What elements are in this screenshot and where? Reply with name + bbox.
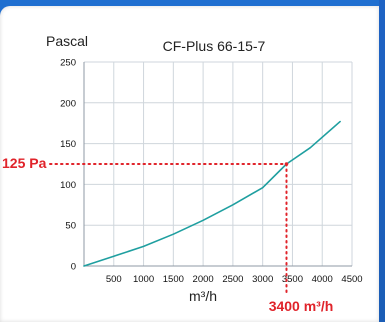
x-tick-label: 3500 <box>282 274 303 285</box>
y-tick-label: 250 <box>60 58 76 69</box>
operating-point-marker <box>284 162 289 166</box>
y-tick-label: 100 <box>60 180 76 191</box>
y-marker-label: 125 Pa <box>2 155 47 171</box>
grid-lines <box>84 61 353 267</box>
series-layer <box>83 120 341 267</box>
fan-curve-line <box>83 120 341 267</box>
x-tick-label: 4000 <box>312 274 333 285</box>
y-tick-label: 150 <box>60 139 76 150</box>
chart-title: CF-Plus 66-15-7 <box>163 38 266 54</box>
x-tick-label: 1500 <box>163 274 184 285</box>
x-tick-label: 2000 <box>193 274 214 285</box>
y-tick-label: 200 <box>60 98 76 109</box>
right-background-strip <box>379 0 385 322</box>
x-tick-label: 4500 <box>341 274 362 285</box>
y-axis-label: Pascal <box>46 33 88 49</box>
tick-labels: 500 1000 1500 2000 2500 3000 3500 4000 4500 0 50 10… <box>60 58 362 286</box>
x-tick-label: 1000 <box>133 274 154 285</box>
axes <box>83 62 352 267</box>
x-tick-label: 3000 <box>252 274 273 285</box>
x-tick-label: 500 <box>106 274 122 285</box>
x-axis-label: m³/h <box>189 288 217 304</box>
y-tick-label: 50 <box>65 221 76 232</box>
x-marker-label: 3400 m³/h <box>269 298 334 314</box>
marker-layer <box>49 162 289 297</box>
x-tick-label: 2500 <box>222 274 243 285</box>
y-tick-label: 0 <box>71 262 76 273</box>
